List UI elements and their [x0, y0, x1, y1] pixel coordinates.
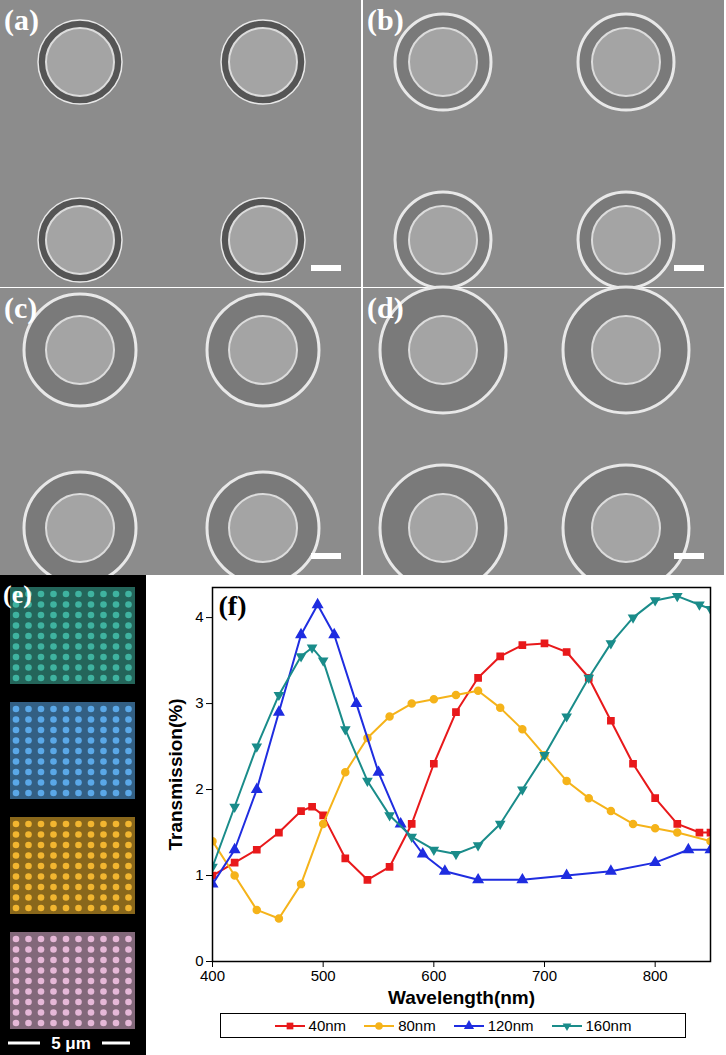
- svg-text:(c): (c): [4, 291, 37, 325]
- svg-text:3: 3: [195, 694, 203, 711]
- svg-text:(d): (d): [367, 291, 404, 325]
- svg-text:(e): (e): [3, 580, 32, 609]
- svg-text:Wavelength(nm): Wavelength(nm): [388, 987, 535, 1008]
- svg-text:(f): (f): [219, 590, 247, 621]
- svg-text:400: 400: [200, 967, 225, 984]
- svg-text:500: 500: [311, 967, 336, 984]
- svg-text:0: 0: [195, 952, 204, 970]
- svg-text:1: 1: [195, 866, 203, 883]
- svg-text:(a): (a): [4, 3, 39, 37]
- svg-text:800: 800: [643, 967, 668, 984]
- svg-text:700: 700: [532, 967, 557, 984]
- svg-text:Transmission(%): Transmission(%): [165, 698, 186, 850]
- html-text:120nm: 120nm: [487, 1017, 534, 1034]
- html-text:160nm: 160nm: [585, 1017, 632, 1034]
- svg-text:4: 4: [195, 608, 203, 625]
- html-text:40nm: 40nm: [308, 1017, 347, 1034]
- svg-text:5 μm: 5 μm: [51, 1034, 91, 1053]
- svg-text:2: 2: [195, 780, 203, 797]
- html-text:80nm: 80nm: [398, 1017, 436, 1034]
- svg-text:(b): (b): [367, 3, 404, 37]
- svg-text:600: 600: [421, 967, 446, 984]
